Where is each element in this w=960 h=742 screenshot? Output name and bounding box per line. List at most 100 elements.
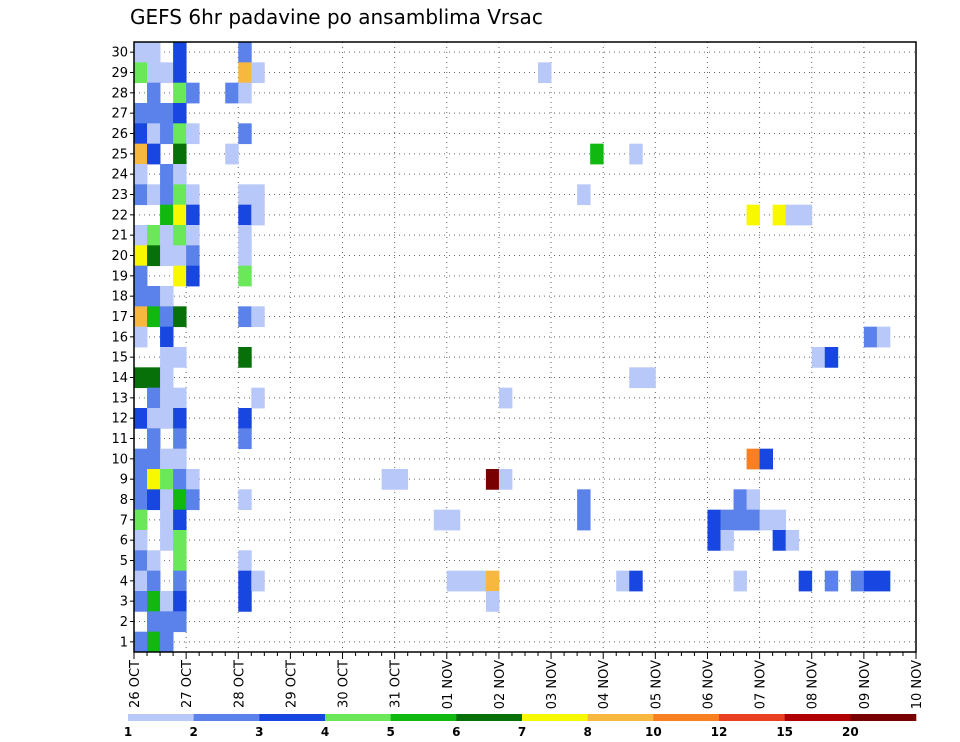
precip-cell [251,184,265,206]
precip-cell [251,387,265,409]
precip-cell [134,326,148,348]
precip-cell [798,570,813,592]
precip-cell [134,265,148,287]
y-tick-label: 8 [120,493,128,508]
colorbar-label: 7 [518,725,526,739]
precip-cell [160,408,174,429]
precip-cell [134,448,148,470]
colorbar-label: 2 [189,725,197,739]
precip-cell [134,164,148,185]
precip-cell [186,265,200,287]
x-tick-label: 07 NOV [754,660,769,709]
precip-cell [785,204,800,226]
precip-cell [577,489,591,511]
y-tick-label: 19 [111,269,128,284]
x-tick-label: 30 OCT [337,660,352,708]
precip-cell [134,143,148,165]
precip-cell [147,550,161,572]
y-tick-label: 27 [111,107,128,122]
precip-cell [147,631,161,653]
precip-cell [472,570,487,592]
precip-cell [147,387,161,409]
precip-cell [173,184,187,206]
precip-cell [772,204,787,226]
precip-cell [173,306,187,328]
precip-cell [485,570,500,592]
precip-cell [173,347,187,368]
precip-cell [147,367,161,389]
precip-cell [160,326,174,348]
y-tick-label: 12 [111,412,128,427]
precip-cell [173,82,187,104]
colorbar-label: 4 [321,725,329,739]
y-tick-label: 23 [111,188,128,203]
precip-cell [147,286,161,307]
precip-cell [616,570,630,592]
x-axis-ticks: 26 OCT 27 OCT 28 OCT 29 OCT 30 OCT 31 OCT 01 N… [128,652,925,709]
colorbar-swatch [784,714,851,721]
chart-title: GEFS 6hr padavine po ansamblima Vrsac [130,5,543,29]
precip-cell [134,123,148,145]
precip-cell [707,509,721,531]
colorbar-swatch [193,714,260,721]
precip-cell [238,245,252,267]
precip-cell [147,448,161,470]
y-tick-label: 7 [120,513,128,528]
colorbar-swatch [522,714,588,721]
precip-cell [238,489,252,511]
precip-cell [863,570,878,592]
y-tick-label: 13 [111,391,128,406]
precip-cell [251,204,265,226]
precip-cell [759,509,774,531]
precip-cell [160,225,174,246]
precip-cell [707,530,721,551]
precip-cell [746,204,760,226]
colorbar-label: 20 [842,725,859,739]
y-tick-label: 10 [111,452,128,467]
precip-cell [225,82,239,104]
precip-cell [238,204,252,226]
precip-cell [134,103,148,124]
precip-cell [746,448,760,470]
colorbar-swatch [390,714,457,721]
precip-cell [134,550,148,572]
y-tick-label: 29 [111,66,128,81]
precip-cell [173,509,187,531]
precip-cell [238,591,252,612]
precip-cell [134,367,148,389]
y-tick-label: 22 [111,208,128,223]
y-tick-label: 21 [111,229,128,244]
precip-cell [173,387,187,409]
precip-cell [733,570,747,592]
precip-cell [238,225,252,246]
precip-cell [173,245,187,267]
precip-cell [238,306,252,328]
precip-cell [251,306,265,328]
precip-cell [173,265,187,287]
y-tick-label: 4 [120,574,128,589]
precip-cell [173,204,187,226]
precip-cell [173,550,187,572]
precip-cell [251,62,265,84]
y-tick-label: 1 [120,635,128,650]
colorbar-swatch [128,714,194,721]
precip-cell [186,204,200,226]
colorbar: 1 2 3 4 5 6 7 8 10 12 15 20 [124,714,917,739]
precip-cell [134,306,148,328]
y-tick-label: 17 [111,310,128,325]
precip-cell [629,367,643,389]
precip-cell [160,509,174,531]
y-tick-label: 30 [111,46,128,61]
precip-cell [381,469,396,490]
precip-cell [173,103,187,124]
precip-cell [433,509,448,531]
precip-cell [186,82,200,104]
precip-cell [160,367,174,389]
precip-cell [238,123,252,145]
precip-cell [173,42,187,63]
precip-cell [173,530,187,551]
precip-cell [238,42,252,63]
precip-cell [720,509,734,531]
precip-cell [134,408,148,429]
precip-cell [577,184,591,206]
